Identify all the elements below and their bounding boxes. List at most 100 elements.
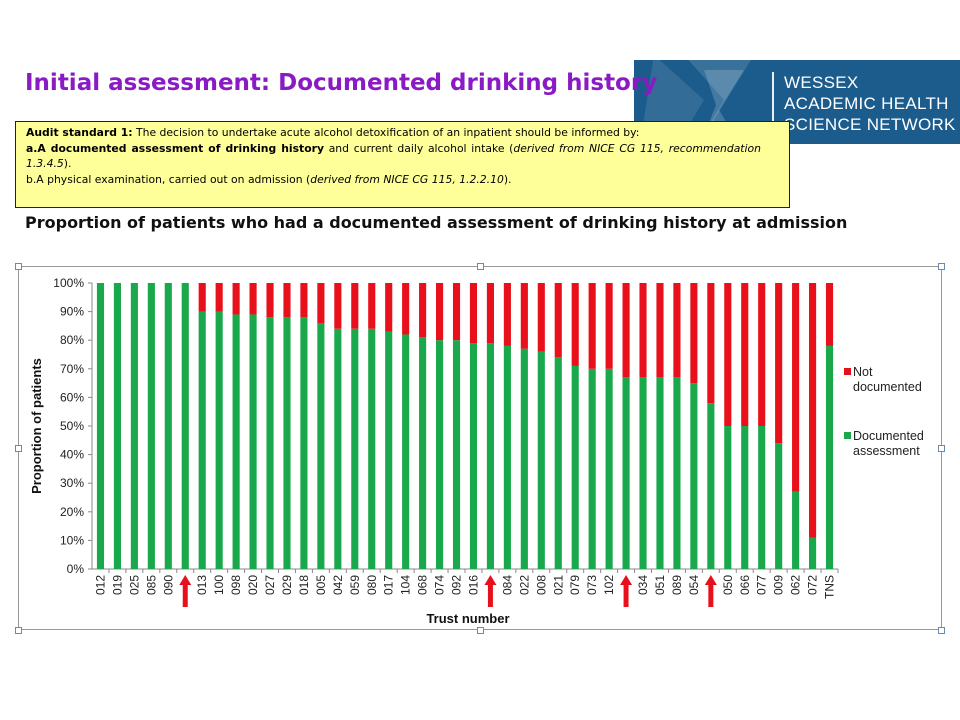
bar-documented-008: [537, 351, 545, 569]
x-tick-label: 016: [466, 575, 480, 595]
bar-not-documented-021: [554, 283, 562, 358]
y-tick-label: 10%: [60, 533, 84, 547]
bar-not-documented-100: [215, 283, 223, 312]
bar-not-documented-079: [571, 283, 579, 366]
bar-not-documented-066: [741, 283, 749, 426]
bar-not-documented-020: [249, 283, 257, 315]
bar-not-documented-hidden-36: [707, 283, 715, 404]
item-b-text: b.A physical examination, carried out on…: [26, 173, 311, 187]
resize-handle-bottom-left[interactable]: [15, 627, 22, 634]
item-a-label: a.A documented assessment of drinking hi…: [26, 141, 324, 155]
bar-documented-hidden-23: [486, 343, 494, 569]
bar-not-documented-102: [605, 283, 613, 369]
bar-documented-090: [164, 283, 172, 569]
logo-line-3: SCIENCE NETWORK: [784, 115, 956, 134]
bar-documented-085: [147, 283, 155, 569]
item-a-end: ).: [63, 157, 72, 171]
resize-handle-top-left[interactable]: [15, 263, 22, 270]
bar-documented-hidden-31: [622, 377, 630, 569]
x-tick-label: 092: [450, 575, 464, 595]
x-tick-label: TNS: [823, 575, 837, 599]
y-tick-label: 40%: [60, 448, 84, 462]
bar-not-documented-TNS: [825, 283, 834, 346]
x-tick-label: 059: [348, 575, 362, 595]
x-tick-label: 066: [738, 575, 752, 595]
x-tick-label: 021: [551, 575, 565, 595]
legend-swatch: [844, 368, 851, 375]
x-tick-label: 089: [670, 575, 684, 595]
bar-not-documented-072: [809, 283, 817, 538]
bar-documented-092: [452, 340, 461, 569]
x-tick-label: 027: [263, 575, 277, 595]
x-tick-label: 013: [195, 575, 209, 595]
x-tick-label: 005: [314, 575, 328, 595]
x-tick-label: 072: [806, 575, 820, 595]
resize-handle-right[interactable]: [938, 445, 945, 452]
legend-label: Documented assessment: [853, 429, 924, 458]
bar-documented-072: [809, 537, 817, 569]
resize-handle-top-right[interactable]: [938, 263, 945, 270]
page-title: Initial assessment: Documented drinking …: [25, 70, 658, 96]
y-tick-label: 90%: [60, 305, 84, 319]
bar-not-documented-098: [232, 283, 240, 315]
bar-documented-051: [656, 377, 664, 569]
y-tick-label: 80%: [60, 333, 84, 347]
bar-documented-100: [215, 311, 223, 569]
y-tick-label: 30%: [60, 476, 84, 490]
bar-documented-034: [639, 377, 647, 569]
highlight-arrow-icon: [179, 575, 192, 607]
x-tick-label: 073: [585, 575, 599, 595]
bar-documented-020: [249, 314, 257, 569]
bar-documented-089: [673, 377, 681, 569]
x-tick-label: 025: [127, 575, 141, 595]
bar-not-documented-073: [588, 283, 596, 369]
bar-documented-079: [571, 365, 579, 569]
bar-not-documented-hidden-31: [622, 283, 630, 378]
bar-documented-017: [385, 331, 393, 569]
bar-not-documented-hidden-23: [486, 283, 494, 344]
x-tick-label: 080: [365, 575, 379, 595]
legend-swatch: [844, 432, 851, 439]
resize-handle-left[interactable]: [15, 445, 22, 452]
bar-documented-027: [266, 317, 274, 569]
resize-handle-top[interactable]: [477, 263, 484, 270]
bar-documented-104: [402, 334, 410, 569]
y-tick-label: 60%: [60, 390, 84, 404]
bar-documented-073: [588, 368, 596, 569]
x-tick-label: 102: [602, 575, 616, 595]
y-tick-label: 50%: [60, 419, 84, 433]
x-tick-label: 017: [382, 575, 396, 595]
bar-documented-005: [317, 323, 325, 569]
chart-subtitle: Proportion of patients who had a documen…: [25, 213, 848, 232]
x-tick-label: 084: [500, 575, 514, 595]
audit-standard-intro: The decision to undertake acute alcohol …: [136, 126, 640, 139]
x-axis-title: Trust number: [426, 611, 509, 626]
resize-handle-bottom[interactable]: [477, 627, 484, 634]
bar-not-documented-084: [503, 283, 511, 346]
bar-documented-021: [554, 357, 562, 569]
x-tick-label: 012: [93, 575, 107, 595]
audit-standard-box: Audit standard 1: The decision to undert…: [15, 121, 790, 208]
item-b-reference: derived from NICE CG 115, 1.2.2.10: [310, 173, 504, 187]
bar-not-documented-068: [419, 283, 427, 338]
bar-documented-hidden-36: [707, 403, 715, 569]
bar-not-documented-029: [283, 283, 291, 318]
x-tick-label: 100: [212, 575, 226, 595]
bar-documented-068: [419, 337, 427, 569]
x-tick-label: 051: [653, 575, 667, 595]
x-tick-label: 074: [433, 575, 447, 595]
x-tick-label: 034: [636, 575, 650, 595]
y-tick-label: 20%: [60, 505, 84, 519]
bar-documented-059: [351, 328, 359, 569]
bar-documented-029: [283, 317, 291, 569]
bar-documented-022: [520, 348, 528, 569]
bar-not-documented-054: [690, 283, 698, 384]
x-tick-label: 019: [110, 575, 124, 595]
bar-documented-098: [232, 314, 240, 569]
bar-documented-hidden-5: [181, 283, 189, 569]
logo-line-2: ACADEMIC HEALTH: [784, 94, 949, 113]
logo-divider: [772, 72, 774, 134]
resize-handle-bottom-right[interactable]: [938, 627, 945, 634]
bar-not-documented-077: [758, 283, 766, 426]
